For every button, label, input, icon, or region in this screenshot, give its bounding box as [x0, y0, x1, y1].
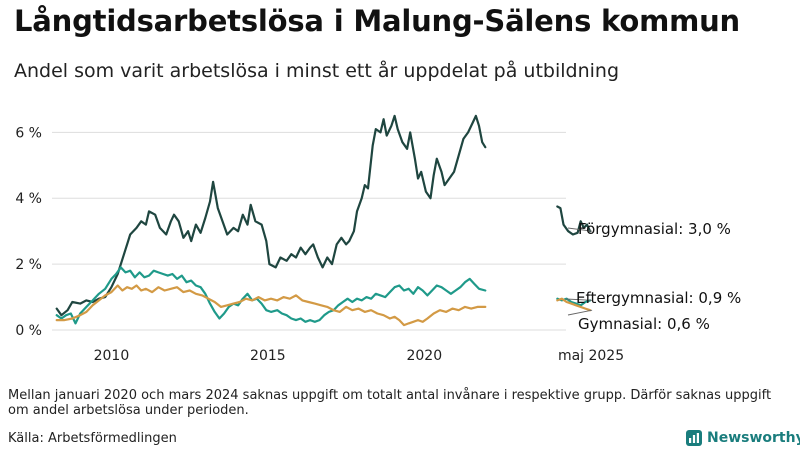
page-subtitle: Andel som varit arbetslösa i minst ett å…: [14, 60, 620, 82]
series-line: [556, 297, 592, 312]
page-title: Långtidsarbetslösa i Malung-Sälens kommu…: [14, 4, 741, 38]
y-tick-label: 6 %: [15, 125, 42, 141]
brand-name: Newsworthy: [707, 430, 800, 446]
x-tick-label: 2015: [250, 348, 286, 364]
series-label: Eftergymnasial: 0,9 %: [576, 289, 741, 307]
x-tick-label: 2020: [406, 348, 442, 364]
x-tick-label: 2010: [94, 348, 130, 364]
series-line: [55, 266, 487, 325]
label-leader-line: [565, 298, 593, 301]
label-leader-line: [567, 309, 593, 316]
footnote: Mellan januari 2020 och mars 2024 saknas…: [8, 388, 772, 418]
series-line: [55, 114, 487, 317]
source-text: Källa: Arbetsförmedlingen: [8, 431, 177, 446]
label-leader-line: [567, 227, 593, 232]
brand-logo: Newsworthy: [686, 428, 800, 448]
y-tick-label: 4 %: [15, 191, 42, 207]
series-label: Gymnasial: 0,6 %: [578, 315, 710, 333]
y-tick-label: 0 %: [15, 323, 42, 339]
series-line: [556, 205, 592, 236]
x-tick-label: maj 2025: [558, 348, 624, 364]
bar-chart-icon: [686, 430, 702, 446]
y-tick-label: 2 %: [15, 257, 42, 273]
series-line: [55, 284, 487, 327]
series-label: Förgymnasial: 3,0 %: [578, 220, 731, 238]
